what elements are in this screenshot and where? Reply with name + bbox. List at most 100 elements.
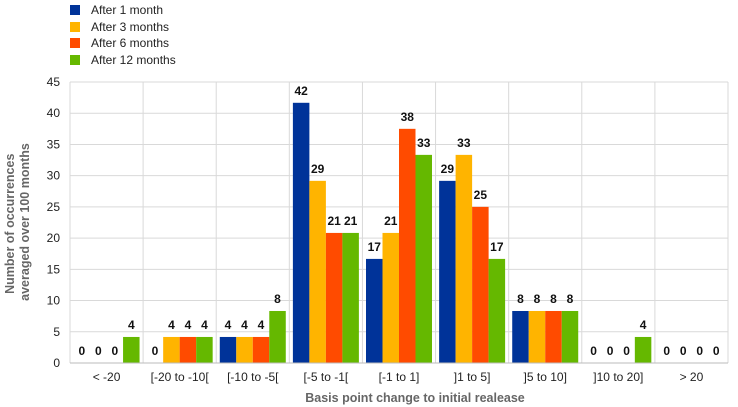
legend-item: After 6 months	[70, 35, 176, 52]
data-label: 4	[128, 318, 135, 332]
data-label: 0	[696, 344, 703, 358]
data-label: 8	[550, 292, 557, 306]
data-label: 4	[241, 318, 248, 332]
data-label: 4	[168, 318, 175, 332]
data-label: 8	[567, 292, 574, 306]
data-label: 8	[517, 292, 524, 306]
x-tick-label: [-5 to -1[	[304, 370, 349, 384]
y-tick-label: 5	[53, 325, 60, 339]
bar	[472, 206, 489, 363]
bar	[309, 180, 326, 363]
y-tick-label: 35	[47, 137, 61, 151]
bars	[123, 102, 652, 363]
bar	[488, 258, 506, 363]
y-tick-label: 10	[47, 294, 61, 308]
x-tick-label: [-1 to 1]	[379, 370, 420, 384]
bar	[123, 336, 140, 363]
data-label: 4	[258, 318, 265, 332]
data-label: 0	[78, 344, 85, 358]
y-tick-label: 25	[47, 200, 61, 214]
legend-label: After 1 month	[91, 3, 164, 18]
legend-swatch	[70, 5, 80, 16]
x-tick-label: ]10 to 20]	[593, 370, 643, 384]
data-label: 33	[457, 136, 471, 150]
data-label: 0	[713, 344, 720, 358]
data-label: 0	[152, 344, 159, 358]
legend-label: After 6 months	[91, 36, 170, 51]
data-label: 0	[95, 344, 102, 358]
bar	[415, 154, 432, 363]
y-tick-label: 20	[47, 231, 61, 245]
y-axis-title-line: Number of occurrences	[3, 154, 17, 294]
data-label: 33	[417, 136, 431, 150]
data-label: 0	[623, 344, 630, 358]
legend-item: After 12 months	[70, 52, 176, 69]
y-tick-label: 15	[47, 262, 61, 276]
bar	[366, 258, 383, 363]
data-label: 0	[680, 344, 687, 358]
bar	[455, 154, 473, 363]
bar	[382, 232, 399, 363]
x-tick-label: ]5 to 10]	[524, 370, 567, 384]
bar	[634, 336, 652, 363]
data-label: 17	[490, 240, 504, 254]
bar	[292, 102, 310, 363]
bar	[252, 336, 270, 363]
data-label: 25	[474, 188, 488, 202]
y-tick-label: 45	[47, 75, 61, 89]
data-label: 0	[111, 344, 118, 358]
x-tick-label: [-10 to -5[	[227, 370, 279, 384]
data-label: 4	[225, 318, 232, 332]
data-label: 29	[441, 162, 455, 176]
legend: After 1 month After 3 months After 6 mon…	[70, 2, 176, 68]
data-label: 21	[384, 214, 398, 228]
y-tick-label: 40	[47, 106, 61, 120]
data-label: 21	[344, 214, 358, 228]
legend-label: After 3 months	[91, 19, 170, 34]
bar	[439, 180, 456, 363]
bar	[163, 336, 180, 363]
bar	[528, 310, 546, 363]
data-label: 4	[201, 318, 208, 332]
bar	[512, 310, 529, 363]
legend-swatch	[70, 38, 80, 49]
bar	[196, 336, 213, 363]
y-tick-label: 0	[53, 356, 60, 370]
data-label: 38	[401, 110, 415, 124]
bar	[342, 232, 359, 363]
bar	[325, 232, 343, 363]
legend-label: After 12 months	[91, 52, 176, 67]
data-label: 0	[663, 344, 670, 358]
bar	[399, 128, 416, 363]
y-axis-title-line: averaged over 100 months	[18, 143, 32, 301]
data-label: 17	[368, 240, 382, 254]
data-label: 8	[274, 292, 281, 306]
data-label: 42	[294, 84, 308, 98]
x-tick-label: ]1 to 5]	[454, 370, 491, 384]
y-tick-label: 30	[47, 169, 61, 183]
bar	[561, 310, 579, 363]
data-label: 0	[590, 344, 597, 358]
legend-item: After 1 month	[70, 2, 176, 19]
x-tick-label: > 20	[680, 370, 704, 384]
bar	[219, 336, 237, 363]
data-label: 21	[327, 214, 341, 228]
bar	[179, 336, 197, 363]
bar	[545, 310, 562, 363]
legend-swatch	[70, 21, 80, 32]
data-label: 0	[607, 344, 614, 358]
data-label: 29	[311, 162, 325, 176]
data-label: 4	[640, 318, 647, 332]
legend-swatch	[70, 54, 80, 65]
legend-item: After 3 months	[70, 19, 176, 36]
x-tick-label: < -20	[93, 370, 121, 384]
x-axis-title: Basis point change to initial realease	[305, 391, 525, 405]
data-label: 8	[534, 292, 541, 306]
y-axis-title: Number of occurrences averaged over 100 …	[3, 143, 32, 301]
bar	[236, 336, 253, 363]
data-label: 4	[185, 318, 192, 332]
